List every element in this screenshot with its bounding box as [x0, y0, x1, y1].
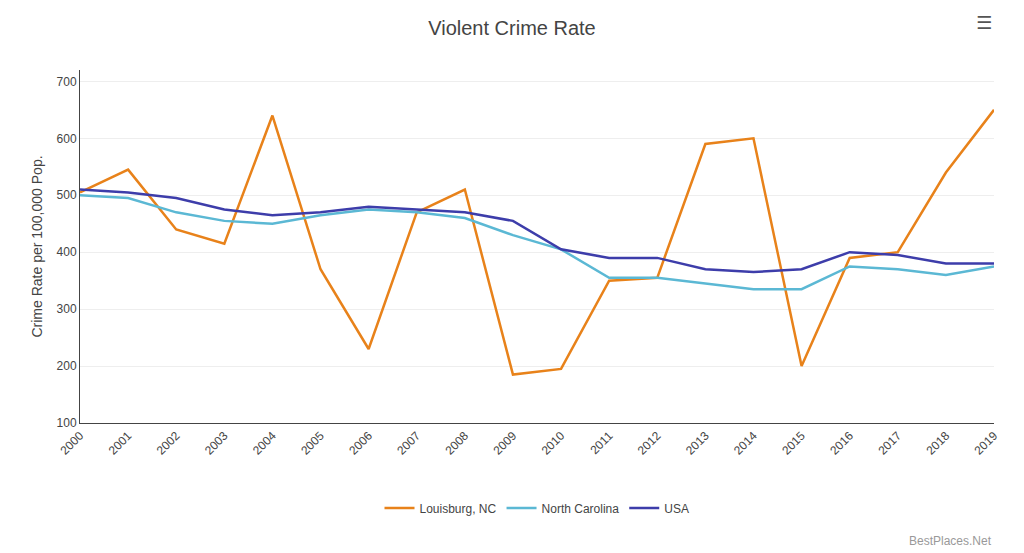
- svg-text:100: 100: [57, 416, 77, 430]
- svg-text:2004: 2004: [250, 429, 279, 458]
- svg-text:2017: 2017: [875, 429, 904, 458]
- svg-text:2008: 2008: [442, 429, 471, 458]
- svg-text:2007: 2007: [394, 429, 423, 458]
- svg-text:BestPlaces.Net: BestPlaces.Net: [909, 534, 992, 548]
- svg-text:2006: 2006: [346, 429, 375, 458]
- svg-text:Louisburg, NC: Louisburg, NC: [420, 502, 497, 516]
- svg-text:2003: 2003: [202, 429, 231, 458]
- svg-text:2019: 2019: [972, 429, 1001, 458]
- svg-text:☰: ☰: [976, 12, 992, 33]
- svg-text:2014: 2014: [731, 429, 760, 458]
- svg-text:2002: 2002: [154, 429, 183, 458]
- svg-text:2001: 2001: [106, 429, 135, 458]
- svg-text:2000: 2000: [58, 429, 87, 458]
- svg-text:2016: 2016: [827, 429, 856, 458]
- svg-text:USA: USA: [664, 502, 689, 516]
- svg-text:2015: 2015: [779, 429, 808, 458]
- svg-text:2012: 2012: [635, 429, 664, 458]
- svg-text:2011: 2011: [587, 429, 615, 457]
- svg-text:2018: 2018: [923, 429, 952, 458]
- svg-text:2013: 2013: [683, 429, 712, 458]
- svg-text:North Carolina: North Carolina: [542, 502, 620, 516]
- svg-text:300: 300: [57, 302, 77, 316]
- svg-text:500: 500: [57, 188, 77, 202]
- svg-text:400: 400: [57, 245, 77, 259]
- svg-text:700: 700: [57, 75, 77, 89]
- svg-text:2005: 2005: [298, 429, 327, 458]
- svg-text:600: 600: [57, 132, 77, 146]
- svg-text:2009: 2009: [491, 429, 520, 458]
- svg-text:200: 200: [57, 359, 77, 373]
- svg-text:2010: 2010: [539, 429, 568, 458]
- svg-text:Violent Crime Rate: Violent Crime Rate: [428, 17, 595, 39]
- svg-text:Crime Rate per 100,000 Pop.: Crime Rate per 100,000 Pop.: [29, 155, 45, 337]
